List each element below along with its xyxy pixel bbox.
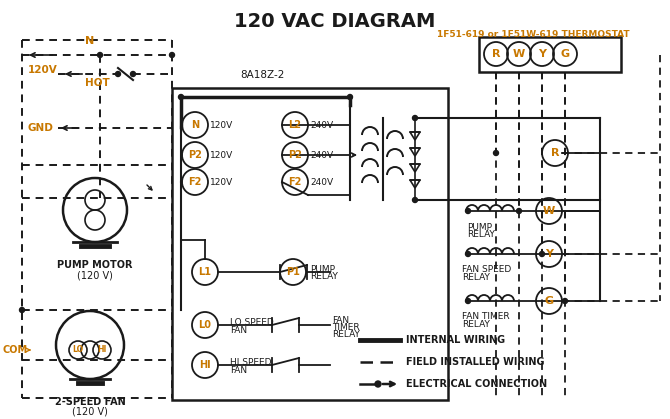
Text: 120 VAC DIAGRAM: 120 VAC DIAGRAM	[234, 12, 436, 31]
Text: TIMER: TIMER	[332, 323, 360, 332]
Text: P2: P2	[288, 150, 302, 160]
Text: LO: LO	[72, 346, 84, 354]
Text: HOT: HOT	[85, 78, 110, 88]
Text: P2: P2	[188, 150, 202, 160]
Text: L0: L0	[198, 320, 212, 330]
Text: F2: F2	[288, 177, 302, 187]
Text: PUMP: PUMP	[467, 223, 492, 232]
Circle shape	[466, 298, 470, 303]
Text: RELAY: RELAY	[462, 273, 490, 282]
Text: 240V: 240V	[310, 178, 333, 186]
Circle shape	[466, 209, 470, 214]
Circle shape	[19, 308, 25, 313]
Circle shape	[494, 150, 498, 155]
Circle shape	[413, 116, 417, 121]
Text: W: W	[543, 206, 555, 216]
Circle shape	[539, 251, 545, 256]
Text: RELAY: RELAY	[332, 330, 360, 339]
Text: RELAY: RELAY	[462, 320, 490, 329]
Text: FAN: FAN	[332, 316, 349, 325]
Text: 240V: 240V	[310, 121, 333, 129]
Text: R: R	[551, 148, 559, 158]
Circle shape	[348, 95, 352, 99]
Text: RELAY: RELAY	[467, 230, 495, 239]
Text: 120V: 120V	[210, 150, 233, 160]
Circle shape	[375, 381, 381, 387]
Text: FAN: FAN	[230, 366, 247, 375]
Text: 120V: 120V	[210, 178, 233, 186]
Bar	[479, 37, 621, 72]
Circle shape	[115, 72, 121, 77]
Text: 120V: 120V	[28, 65, 58, 75]
Text: F2: F2	[188, 177, 202, 187]
Circle shape	[178, 95, 184, 99]
Text: 120V: 120V	[210, 121, 233, 129]
Text: R: R	[492, 49, 500, 59]
Circle shape	[131, 72, 135, 77]
Text: L2: L2	[289, 120, 302, 130]
Text: HI: HI	[199, 360, 211, 370]
Circle shape	[413, 197, 417, 202]
Text: COM: COM	[3, 345, 28, 355]
Text: HI: HI	[97, 346, 107, 354]
Text: INTERNAL WIRING: INTERNAL WIRING	[406, 335, 505, 345]
Bar	[172, 88, 448, 400]
Text: PUMP MOTOR: PUMP MOTOR	[57, 260, 133, 270]
Text: GND: GND	[28, 123, 54, 133]
Text: RELAY: RELAY	[310, 272, 338, 281]
Text: (120 V): (120 V)	[77, 270, 113, 280]
Circle shape	[98, 52, 103, 57]
Text: 2-SPEED FAN: 2-SPEED FAN	[55, 397, 125, 407]
Text: 8A18Z-2: 8A18Z-2	[240, 70, 284, 80]
Text: FAN: FAN	[230, 326, 247, 335]
Text: G: G	[545, 296, 553, 306]
Text: ELECTRICAL CONNECTION: ELECTRICAL CONNECTION	[406, 379, 547, 389]
Text: FAN TIMER: FAN TIMER	[462, 312, 510, 321]
Text: N: N	[191, 120, 199, 130]
Text: LO SPEED: LO SPEED	[230, 318, 274, 327]
Text: Y: Y	[545, 249, 553, 259]
Text: G: G	[560, 49, 570, 59]
Text: (120 V): (120 V)	[72, 407, 108, 417]
Circle shape	[517, 209, 521, 214]
Text: Y: Y	[538, 49, 546, 59]
Text: L1: L1	[198, 267, 212, 277]
Text: FIELD INSTALLED WIRING: FIELD INSTALLED WIRING	[406, 357, 545, 367]
Text: PUMP: PUMP	[310, 265, 335, 274]
Circle shape	[466, 251, 470, 256]
Text: 240V: 240V	[310, 150, 333, 160]
Text: 1F51-619 or 1F51W-619 THERMOSTAT: 1F51-619 or 1F51W-619 THERMOSTAT	[437, 30, 629, 39]
Text: HI SPEED: HI SPEED	[230, 358, 271, 367]
Text: W: W	[513, 49, 525, 59]
Circle shape	[170, 52, 174, 57]
Text: FAN SPEED: FAN SPEED	[462, 265, 511, 274]
Text: P1: P1	[286, 267, 300, 277]
Text: N: N	[85, 36, 94, 46]
Circle shape	[563, 298, 567, 303]
